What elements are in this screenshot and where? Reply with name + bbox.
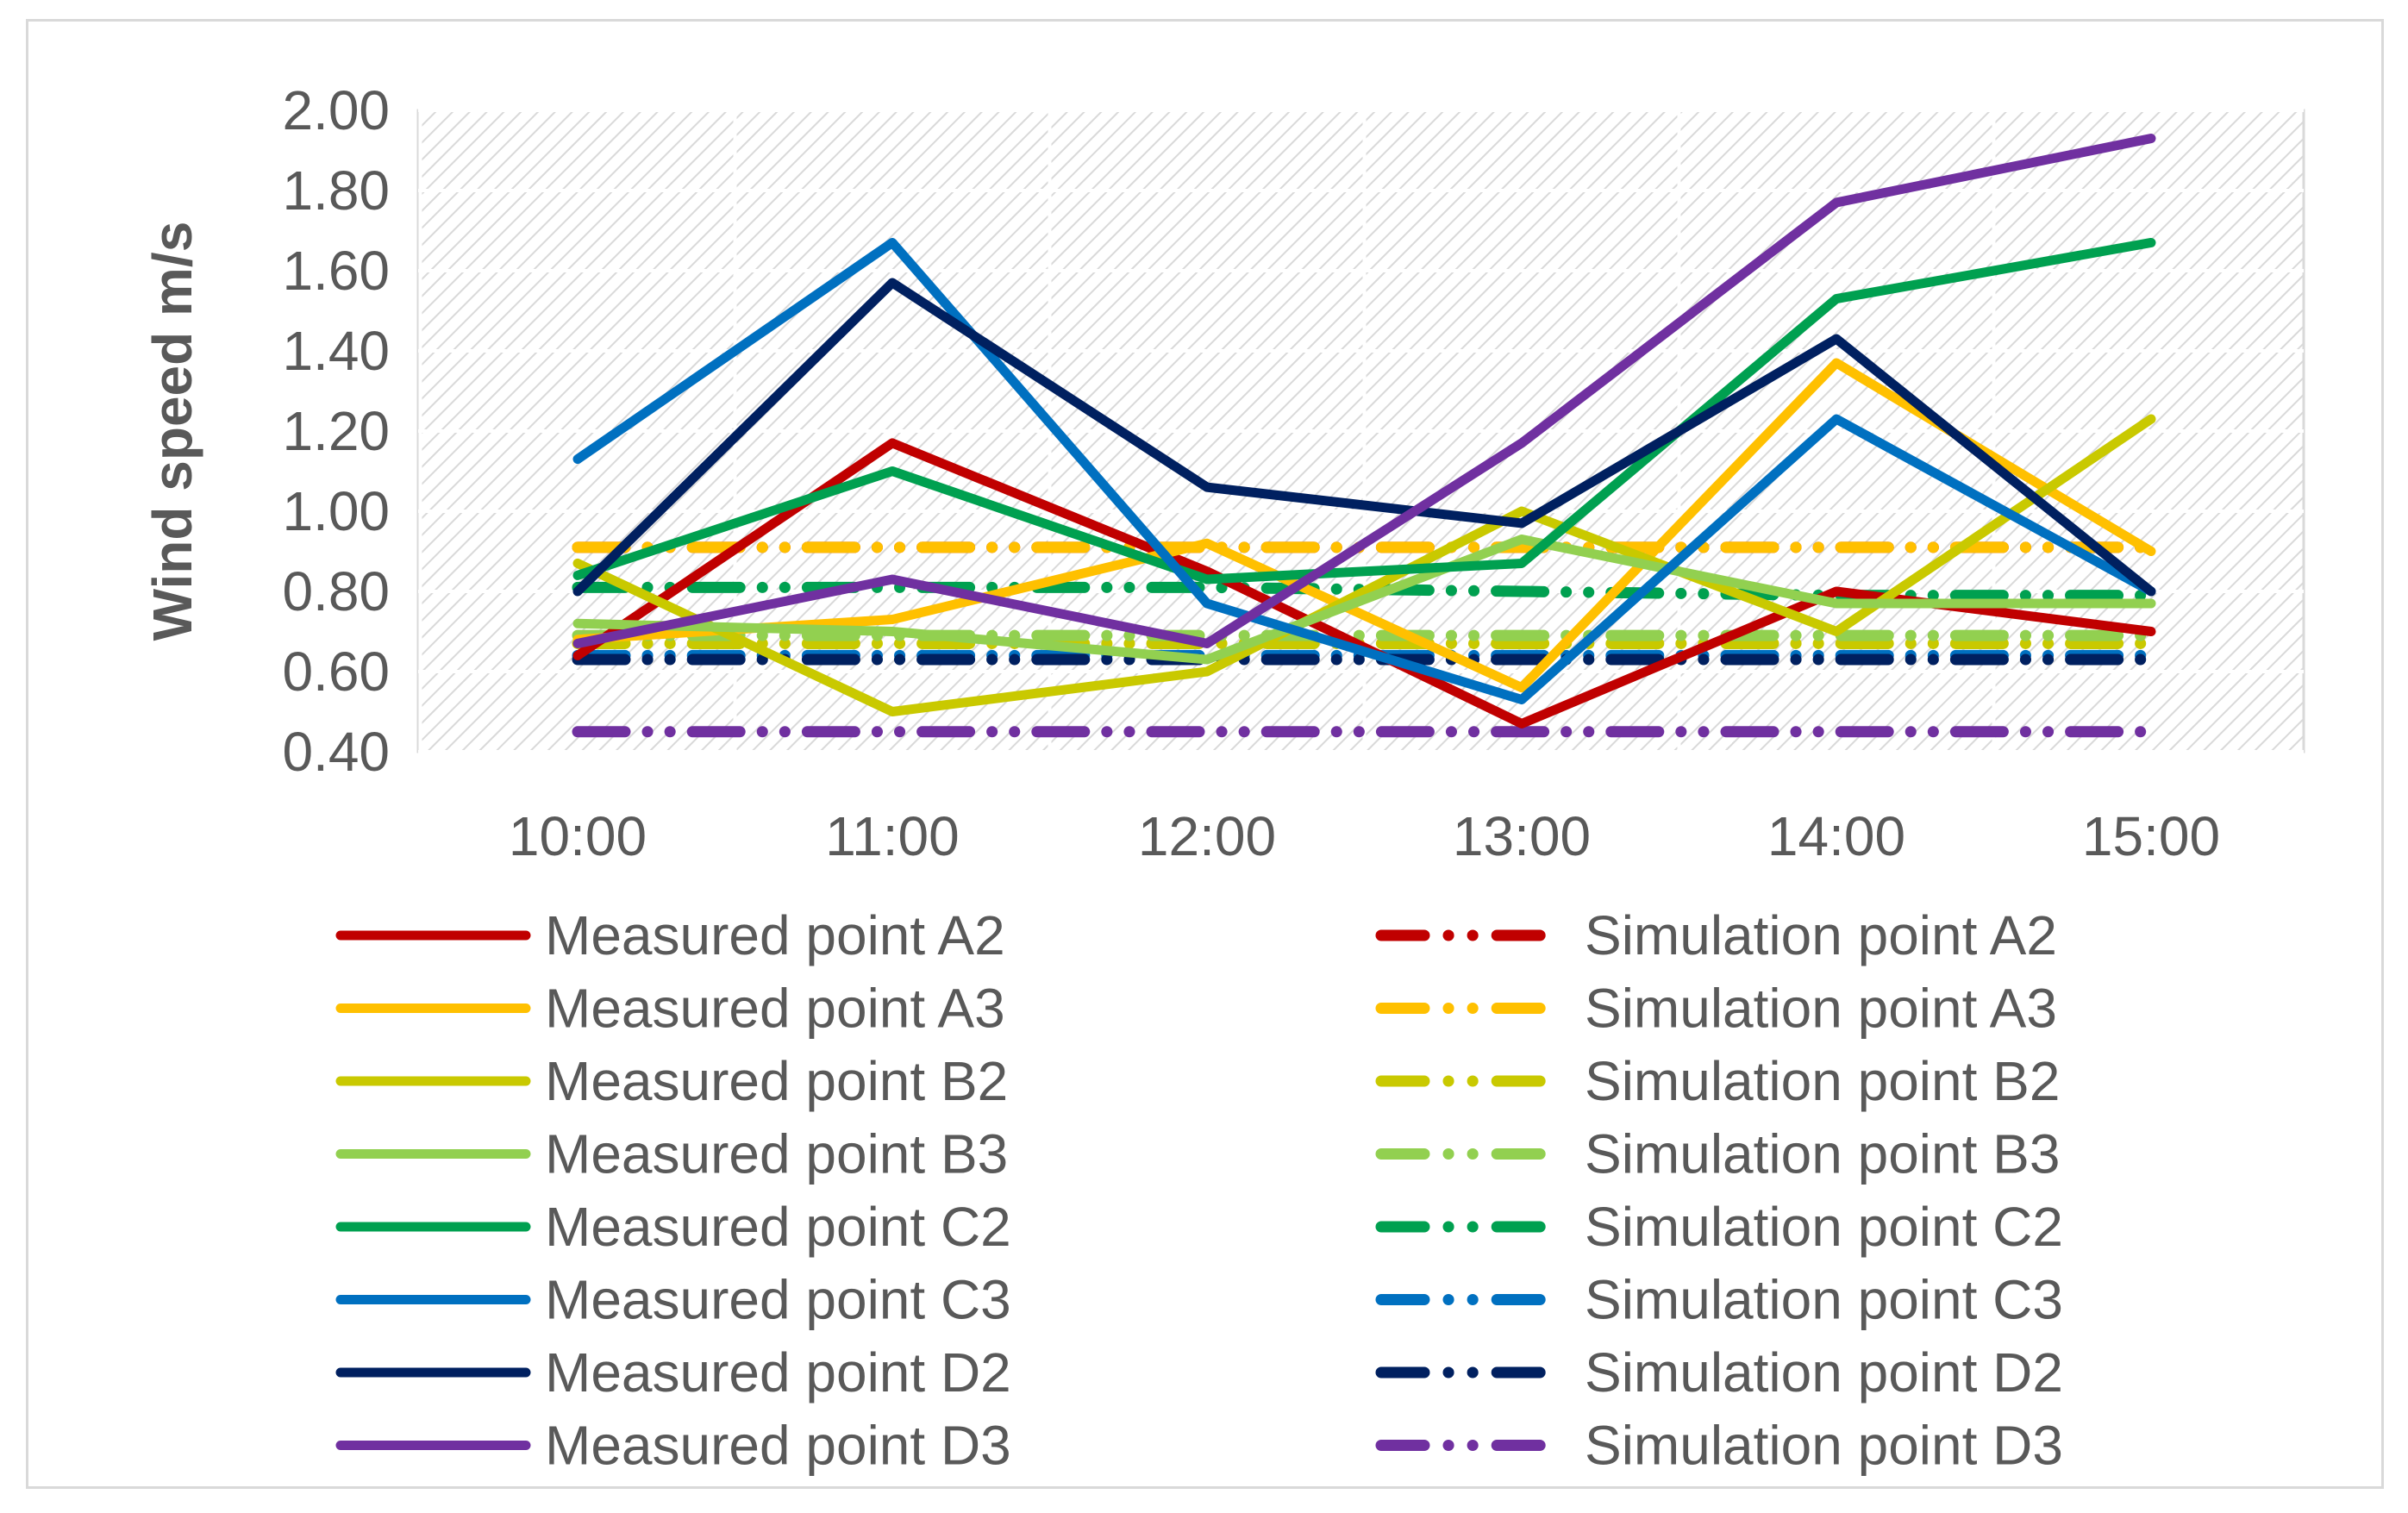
legend-label: Measured point B2 (545, 1050, 1008, 1112)
x-tick-label: 15:00 (2082, 805, 2220, 867)
legend-label: Measured point D3 (545, 1415, 1011, 1477)
x-tick-label: 11:00 (825, 805, 959, 867)
legend-item-measured-point-d2: Measured point D2 (335, 1341, 1011, 1404)
legend-label: Simulation point C3 (1585, 1269, 2063, 1331)
legend-item-simulation-point-d3: Simulation point D3 (1375, 1415, 2063, 1477)
legend-label: Simulation point A2 (1585, 904, 2057, 966)
series-measured-point-a3 (572, 358, 2156, 693)
y-axis-ticks: 0.40 0.60 0.80 1.00 1.20 1.40 1.60 1.80 2.00 (282, 79, 390, 783)
x-tick-label: 10:00 (509, 805, 647, 867)
legend-label: Measured point C2 (545, 1196, 1011, 1258)
legend-item-simulation-point-b2: Simulation point B2 (1375, 1050, 2060, 1112)
legend-item-simulation-point-b3: Simulation point B3 (1375, 1123, 2060, 1185)
x-tick-label: 13:00 (1453, 805, 1591, 867)
legend: Measured point A2 Simulation point A2 Meas… (335, 904, 2063, 1477)
series-measured-point-b2 (572, 414, 2156, 716)
y-tick-label: 2.00 (282, 79, 390, 141)
y-tick-label: 1.60 (282, 240, 390, 302)
legend-label: Simulation point C2 (1585, 1196, 2063, 1258)
legend-label: Simulation point D2 (1585, 1341, 2063, 1404)
legend-item-simulation-point-c3: Simulation point C3 (1375, 1269, 2063, 1331)
y-tick-label: 0.60 (282, 641, 390, 703)
legend-label: Simulation point A3 (1585, 978, 2057, 1040)
legend-item-measured-point-a3: Measured point A3 (335, 978, 1005, 1040)
series-measured-point-d2 (572, 278, 2156, 597)
y-tick-label: 0.80 (282, 560, 390, 622)
legend-label: Measured point D2 (545, 1341, 1011, 1404)
y-tick-label: 1.00 (282, 480, 390, 542)
measured-series (572, 134, 2156, 728)
series-measured-point-d3 (572, 134, 2156, 648)
legend-label: Measured point B3 (545, 1123, 1008, 1185)
series-measured-point-c3 (572, 237, 2156, 705)
legend-item-measured-point-c3: Measured point C3 (335, 1269, 1011, 1331)
y-tick-label: 1.40 (282, 320, 390, 382)
legend-item-simulation-point-a3: Simulation point A3 (1375, 978, 2057, 1040)
x-tick-label: 14:00 (1767, 805, 1905, 867)
legend-item-measured-point-b2: Measured point B2 (335, 1050, 1008, 1112)
legend-item-measured-point-a2: Measured point A2 (335, 904, 1005, 966)
legend-label: Simulation point B3 (1585, 1123, 2060, 1185)
y-tick-label: 0.40 (282, 721, 390, 783)
series-measured-point-c2 (572, 237, 2156, 585)
legend-label: Measured point A2 (545, 904, 1005, 966)
y-axis-title: Wind speed m/s (141, 222, 203, 641)
legend-item-measured-point-d3: Measured point D3 (335, 1415, 1011, 1477)
legend-item-simulation-point-d2: Simulation point D2 (1375, 1341, 2063, 1404)
legend-label: Measured point A3 (545, 978, 1005, 1040)
legend-item-measured-point-b3: Measured point B3 (335, 1123, 1008, 1185)
series-measured-point-b3 (572, 535, 2156, 665)
legend-label: Measured point C3 (545, 1269, 1011, 1331)
x-tick-label: 12:00 (1138, 805, 1276, 867)
y-tick-label: 1.80 (282, 159, 390, 222)
y-tick-label: 1.20 (282, 400, 390, 462)
legend-label: Simulation point D3 (1585, 1415, 2063, 1477)
legend-label: Simulation point B2 (1585, 1050, 2060, 1112)
legend-item-simulation-point-a2: Simulation point A2 (1375, 904, 2057, 966)
x-axis-ticks: 10:00 11:00 12:00 13:00 14:00 15:00 (509, 805, 2220, 867)
legend-item-simulation-point-c2: Simulation point C2 (1375, 1196, 2063, 1258)
legend-item-measured-point-c2: Measured point C2 (335, 1196, 1011, 1258)
